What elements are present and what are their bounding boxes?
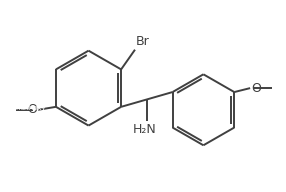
Text: O: O — [27, 103, 37, 116]
Text: O: O — [251, 82, 261, 95]
Text: methoxy: methoxy — [15, 105, 46, 111]
Text: H₂N: H₂N — [133, 123, 157, 136]
Text: Br: Br — [136, 35, 150, 48]
